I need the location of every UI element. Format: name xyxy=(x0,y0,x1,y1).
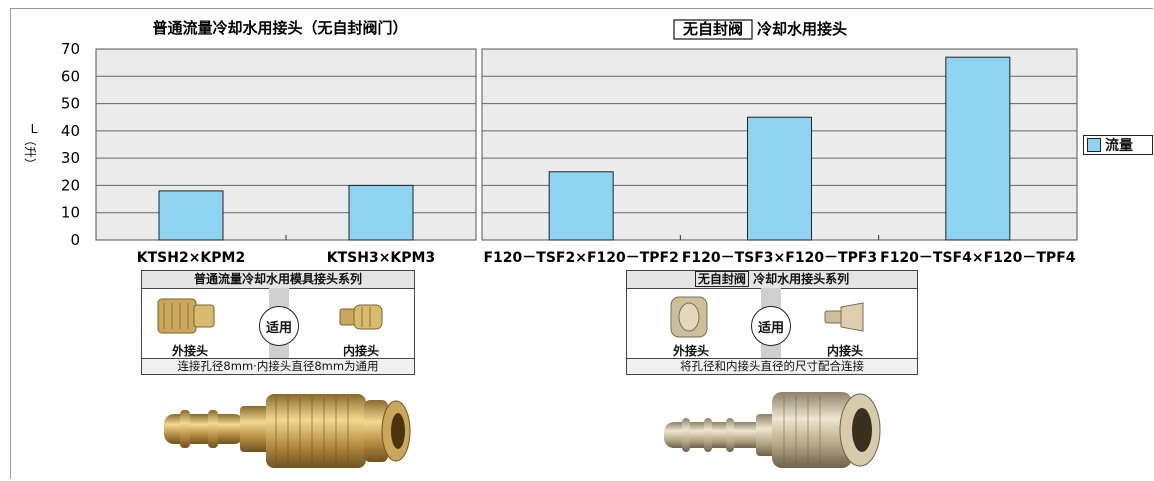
info-panel-title: 普通流量冷却水用模具接头系列 xyxy=(142,271,414,289)
info-panel-title: 无自封阀 冷却水用接头系列 xyxy=(627,271,917,289)
flow-chart: 普通流量冷却水用接头（无自封阀门） 无自封阀 冷却水用接头 L （升） 0 10 2… xyxy=(23,19,1078,266)
panel-1-title: 普通流量冷却水用接头（无自封阀门） xyxy=(152,19,407,37)
panel-2-title-boxed: 无自封阀 xyxy=(682,20,743,38)
panel-2-title-box xyxy=(673,19,753,40)
male-label: 内接头 xyxy=(342,344,379,358)
male-plug-icon xyxy=(339,304,383,330)
category-label: F120－TSF2×F120－TPF2 xyxy=(483,250,678,266)
category-label: KTSH3×KPM3 xyxy=(327,250,435,266)
male-plug-icon xyxy=(824,302,864,332)
y-axis-label-unit: （升） xyxy=(23,134,37,170)
info-panel-standard: 普通流量冷却水用模具接头系列 适用 外接头 内接头 连接孔径8mm·内接头直径8… xyxy=(141,270,415,375)
figure-frame xyxy=(10,8,1153,479)
bar-2-1 xyxy=(548,171,614,241)
y-tick-label: 10 xyxy=(61,204,80,222)
female-coupler-icon xyxy=(157,298,215,334)
female-label: 外接头 xyxy=(171,344,208,358)
y-tick-label: 30 xyxy=(61,149,80,167)
female-label: 外接头 xyxy=(672,344,709,358)
info-panel-title-text: 冷却水用接头系列 xyxy=(753,272,850,286)
bar-2-2 xyxy=(747,116,812,241)
male-label: 内接头 xyxy=(826,344,863,358)
chart-legend: 流量 xyxy=(1083,135,1153,155)
info-panel-footer: 连接孔径8mm·内接头直径8mm为通用 xyxy=(142,358,414,374)
bar-2-3 xyxy=(945,56,1011,241)
applicable-badge: 适用 xyxy=(259,306,299,346)
y-tick-label: 60 xyxy=(61,67,80,85)
female-coupler-icon xyxy=(670,296,708,338)
bar-1-2 xyxy=(348,184,414,241)
bar-1-1 xyxy=(158,190,224,241)
y-tick-label: 20 xyxy=(61,176,80,194)
y-tick-label: 70 xyxy=(61,40,80,58)
y-tick-label: 50 xyxy=(61,95,80,113)
category-label: KTSH2×KPM2 xyxy=(137,250,245,266)
applicable-badge: 适用 xyxy=(751,306,791,346)
info-panel-no-valve: 无自封阀 冷却水用接头系列 适用 外接头 内接头 将孔径和内接头直径的尺寸配合连… xyxy=(626,270,918,375)
panel-2-title: 冷却水用接头 xyxy=(757,20,847,38)
brass-coupler-photo-icon xyxy=(164,394,411,468)
y-tick-label: 40 xyxy=(61,122,80,140)
y-tick-label: 0 xyxy=(70,231,80,249)
info-panel-footer: 将孔径和内接头直径的尺寸配合连接 xyxy=(627,358,917,374)
legend-label: 流量 xyxy=(1105,138,1133,154)
legend-swatch xyxy=(1087,138,1101,152)
category-label: F120－TSF3×F120－TPF3 xyxy=(682,250,877,266)
plot-area-1 xyxy=(95,48,477,241)
info-panel-title-boxed: 无自封阀 xyxy=(694,271,749,287)
silver-coupler-photo-icon xyxy=(664,392,881,468)
y-axis-label-l: L xyxy=(31,122,38,136)
category-label: F120－TSF4×F120－TPF4 xyxy=(880,250,1076,266)
